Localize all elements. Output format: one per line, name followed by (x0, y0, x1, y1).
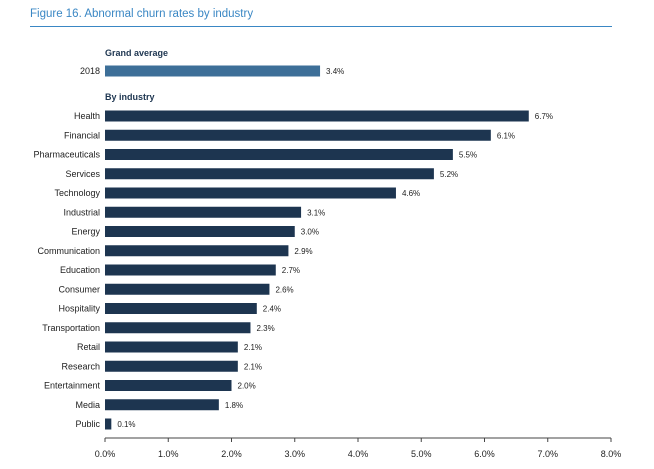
section-heading-by-industry: By industry (105, 92, 155, 102)
x-tick-label: 8.0% (601, 449, 622, 459)
value-label-health: 6.7% (535, 112, 553, 121)
value-label-energy: 3.0% (301, 228, 319, 237)
value-label-financial: 6.1% (497, 131, 515, 140)
title-divider (30, 26, 612, 27)
category-label-consumer: Consumer (58, 284, 100, 294)
figure-title: Figure 16. Abnormal churn rates by indus… (30, 8, 254, 20)
bar-public (105, 418, 112, 430)
bar-pharmaceuticals (105, 149, 453, 160)
bar-industrial (105, 206, 302, 218)
bar-energy (105, 226, 295, 237)
bar-retail (105, 341, 238, 353)
x-tick-label: 3.0% (284, 449, 305, 459)
bar-media (105, 399, 219, 411)
category-label-education: Education (60, 265, 100, 275)
category-label-entertainment: Entertainment (44, 381, 101, 391)
category-label-industrial: Industrial (63, 207, 100, 217)
bar-communication (105, 245, 289, 257)
bar-entertainment (105, 380, 232, 391)
x-tick-label: 7.0% (537, 449, 558, 459)
category-label-retail: Retail (77, 342, 100, 352)
value-label-education: 2.7% (282, 266, 300, 275)
category-label-technology: Technology (54, 188, 100, 198)
value-label-services: 5.2% (440, 170, 458, 179)
value-label-media: 1.8% (225, 401, 243, 410)
bar-consumer (105, 283, 270, 295)
bar-services (105, 168, 434, 180)
category-label-financial: Financial (64, 130, 100, 140)
value-label-public: 0.1% (117, 420, 135, 429)
value-label-technology: 4.6% (402, 189, 420, 198)
bar-hospitality (105, 303, 257, 314)
category-label-transportation: Transportation (42, 323, 100, 333)
value-label-transportation: 2.3% (256, 324, 274, 333)
x-tick-label: 1.0% (158, 449, 179, 459)
value-label-consumer: 2.6% (275, 285, 293, 294)
value-label-2018: 3.4% (326, 67, 344, 76)
bar-2018 (105, 65, 321, 77)
category-label-services: Services (65, 169, 100, 179)
value-label-industrial: 3.1% (307, 208, 325, 217)
x-tick-label: 5.0% (411, 449, 432, 459)
category-label-hospitality: Hospitality (58, 304, 100, 314)
bar-research (105, 360, 238, 372)
value-label-retail: 2.1% (244, 343, 262, 352)
category-label-public: Public (75, 419, 100, 429)
x-tick-label: 6.0% (474, 449, 495, 459)
x-tick-label: 2.0% (221, 449, 242, 459)
category-label-media: Media (75, 400, 100, 410)
category-label-energy: Energy (71, 227, 100, 237)
category-label-pharmaceuticals: Pharmaceuticals (33, 150, 100, 160)
category-label-research: Research (61, 361, 100, 371)
category-label-health: Health (74, 111, 100, 121)
value-label-pharmaceuticals: 5.5% (459, 151, 477, 160)
value-label-research: 2.1% (244, 362, 262, 371)
bar-education (105, 264, 276, 276)
value-label-entertainment: 2.0% (238, 382, 256, 391)
x-tick-label: 4.0% (348, 449, 369, 459)
bar-transportation (105, 322, 251, 334)
bar-financial (105, 129, 491, 141)
category-label-communication: Communication (37, 246, 100, 256)
value-label-communication: 2.9% (294, 247, 312, 256)
x-tick-label: 0.0% (95, 449, 116, 459)
value-label-hospitality: 2.4% (263, 305, 281, 314)
bar-technology (105, 187, 396, 199)
category-label-2018: 2018 (80, 66, 100, 76)
section-heading-grand-average: Grand average (105, 48, 168, 58)
bar-health (105, 110, 529, 122)
